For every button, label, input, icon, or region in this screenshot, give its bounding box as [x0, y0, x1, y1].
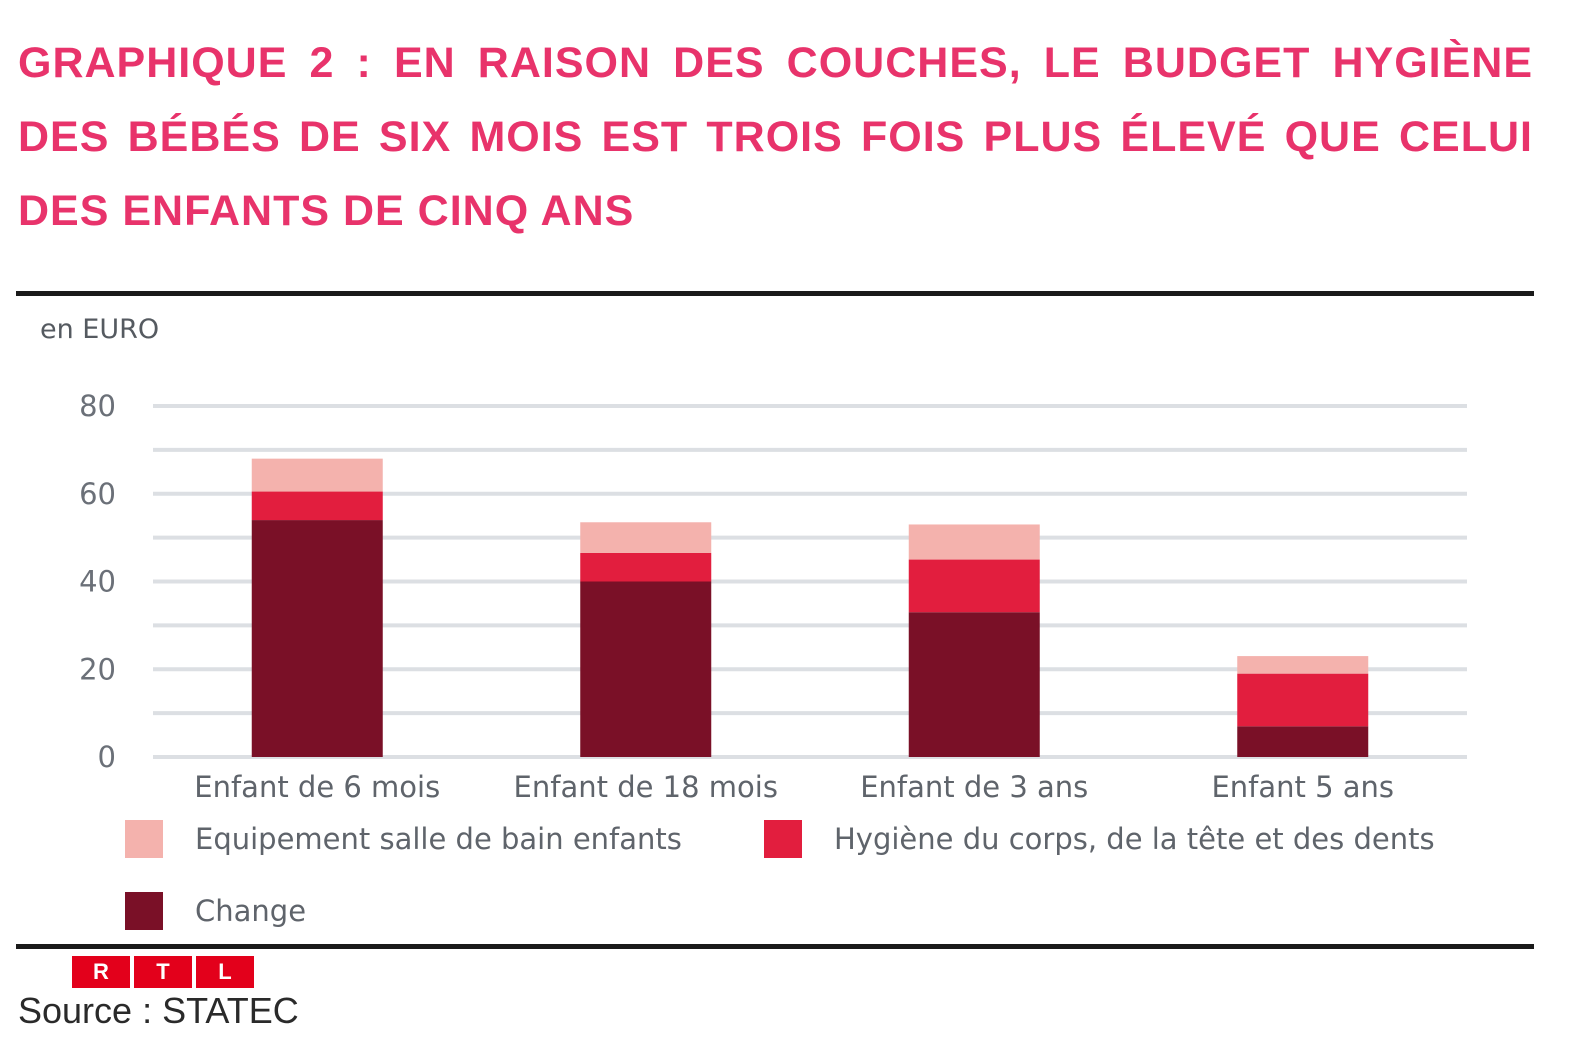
- rtl-logo: R T L: [72, 956, 254, 988]
- x-category-label: Enfant 5 ans: [1211, 770, 1394, 804]
- bar-segment: [908, 612, 1040, 757]
- source-note: Source : STATEC: [18, 990, 299, 1031]
- legend-label-change: Change: [195, 894, 307, 928]
- logo-letter-r: R: [72, 956, 130, 988]
- legend-swatch-equipement: [125, 820, 163, 858]
- bottom-divider: [16, 944, 1534, 949]
- bar-segment: [1237, 673, 1369, 727]
- legend-swatch-change: [125, 892, 163, 930]
- bar-segment: [1237, 726, 1369, 757]
- legend-swatch-hygiene: [764, 820, 802, 858]
- bar-segment: [251, 520, 383, 757]
- legend-item-hygiene: Hygiène du corps, de la tête et des dent…: [764, 820, 1435, 858]
- chart-title: GRAPHIQUE 2 : EN RAISON DES COUCHES, LE …: [18, 39, 1533, 235]
- top-divider: [16, 291, 1534, 296]
- x-category-label: Enfant de 18 mois: [514, 770, 778, 804]
- bar-segment: [908, 559, 1040, 613]
- bar-segment: [251, 491, 383, 521]
- y-tick-label: 40: [79, 565, 116, 599]
- legend-label-equipement: Equipement salle de bain enfants: [195, 822, 682, 856]
- bar-segment: [580, 522, 712, 553]
- y-tick-label: 60: [79, 477, 116, 511]
- y-tick-label: 80: [79, 389, 116, 423]
- logo-letter-t: T: [134, 956, 192, 988]
- x-category-label: Enfant de 3 ans: [860, 770, 1088, 804]
- bar-segment: [908, 524, 1040, 560]
- bar-segment: [1237, 656, 1369, 674]
- y-tick-label: 20: [79, 652, 116, 686]
- bar-segment: [580, 581, 712, 757]
- legend-item-change: Change: [125, 892, 306, 930]
- y-axis-unit-label: en EURO: [40, 314, 160, 345]
- bar-segment: [580, 552, 712, 582]
- x-category-label: Enfant de 6 mois: [194, 770, 440, 804]
- legend-label-hygiene: Hygiène du corps, de la tête et des dent…: [834, 822, 1435, 856]
- stacked-bar-chart: 0 20 40 60 80 Enfant de 6 mois Enfant de 18 mo…: [79, 389, 1467, 804]
- bar-segment: [251, 458, 383, 492]
- legend-item-equipement: Equipement salle de bain enfants: [125, 820, 682, 858]
- y-tick-label: 0: [98, 740, 116, 774]
- logo-letter-l: L: [196, 956, 254, 988]
